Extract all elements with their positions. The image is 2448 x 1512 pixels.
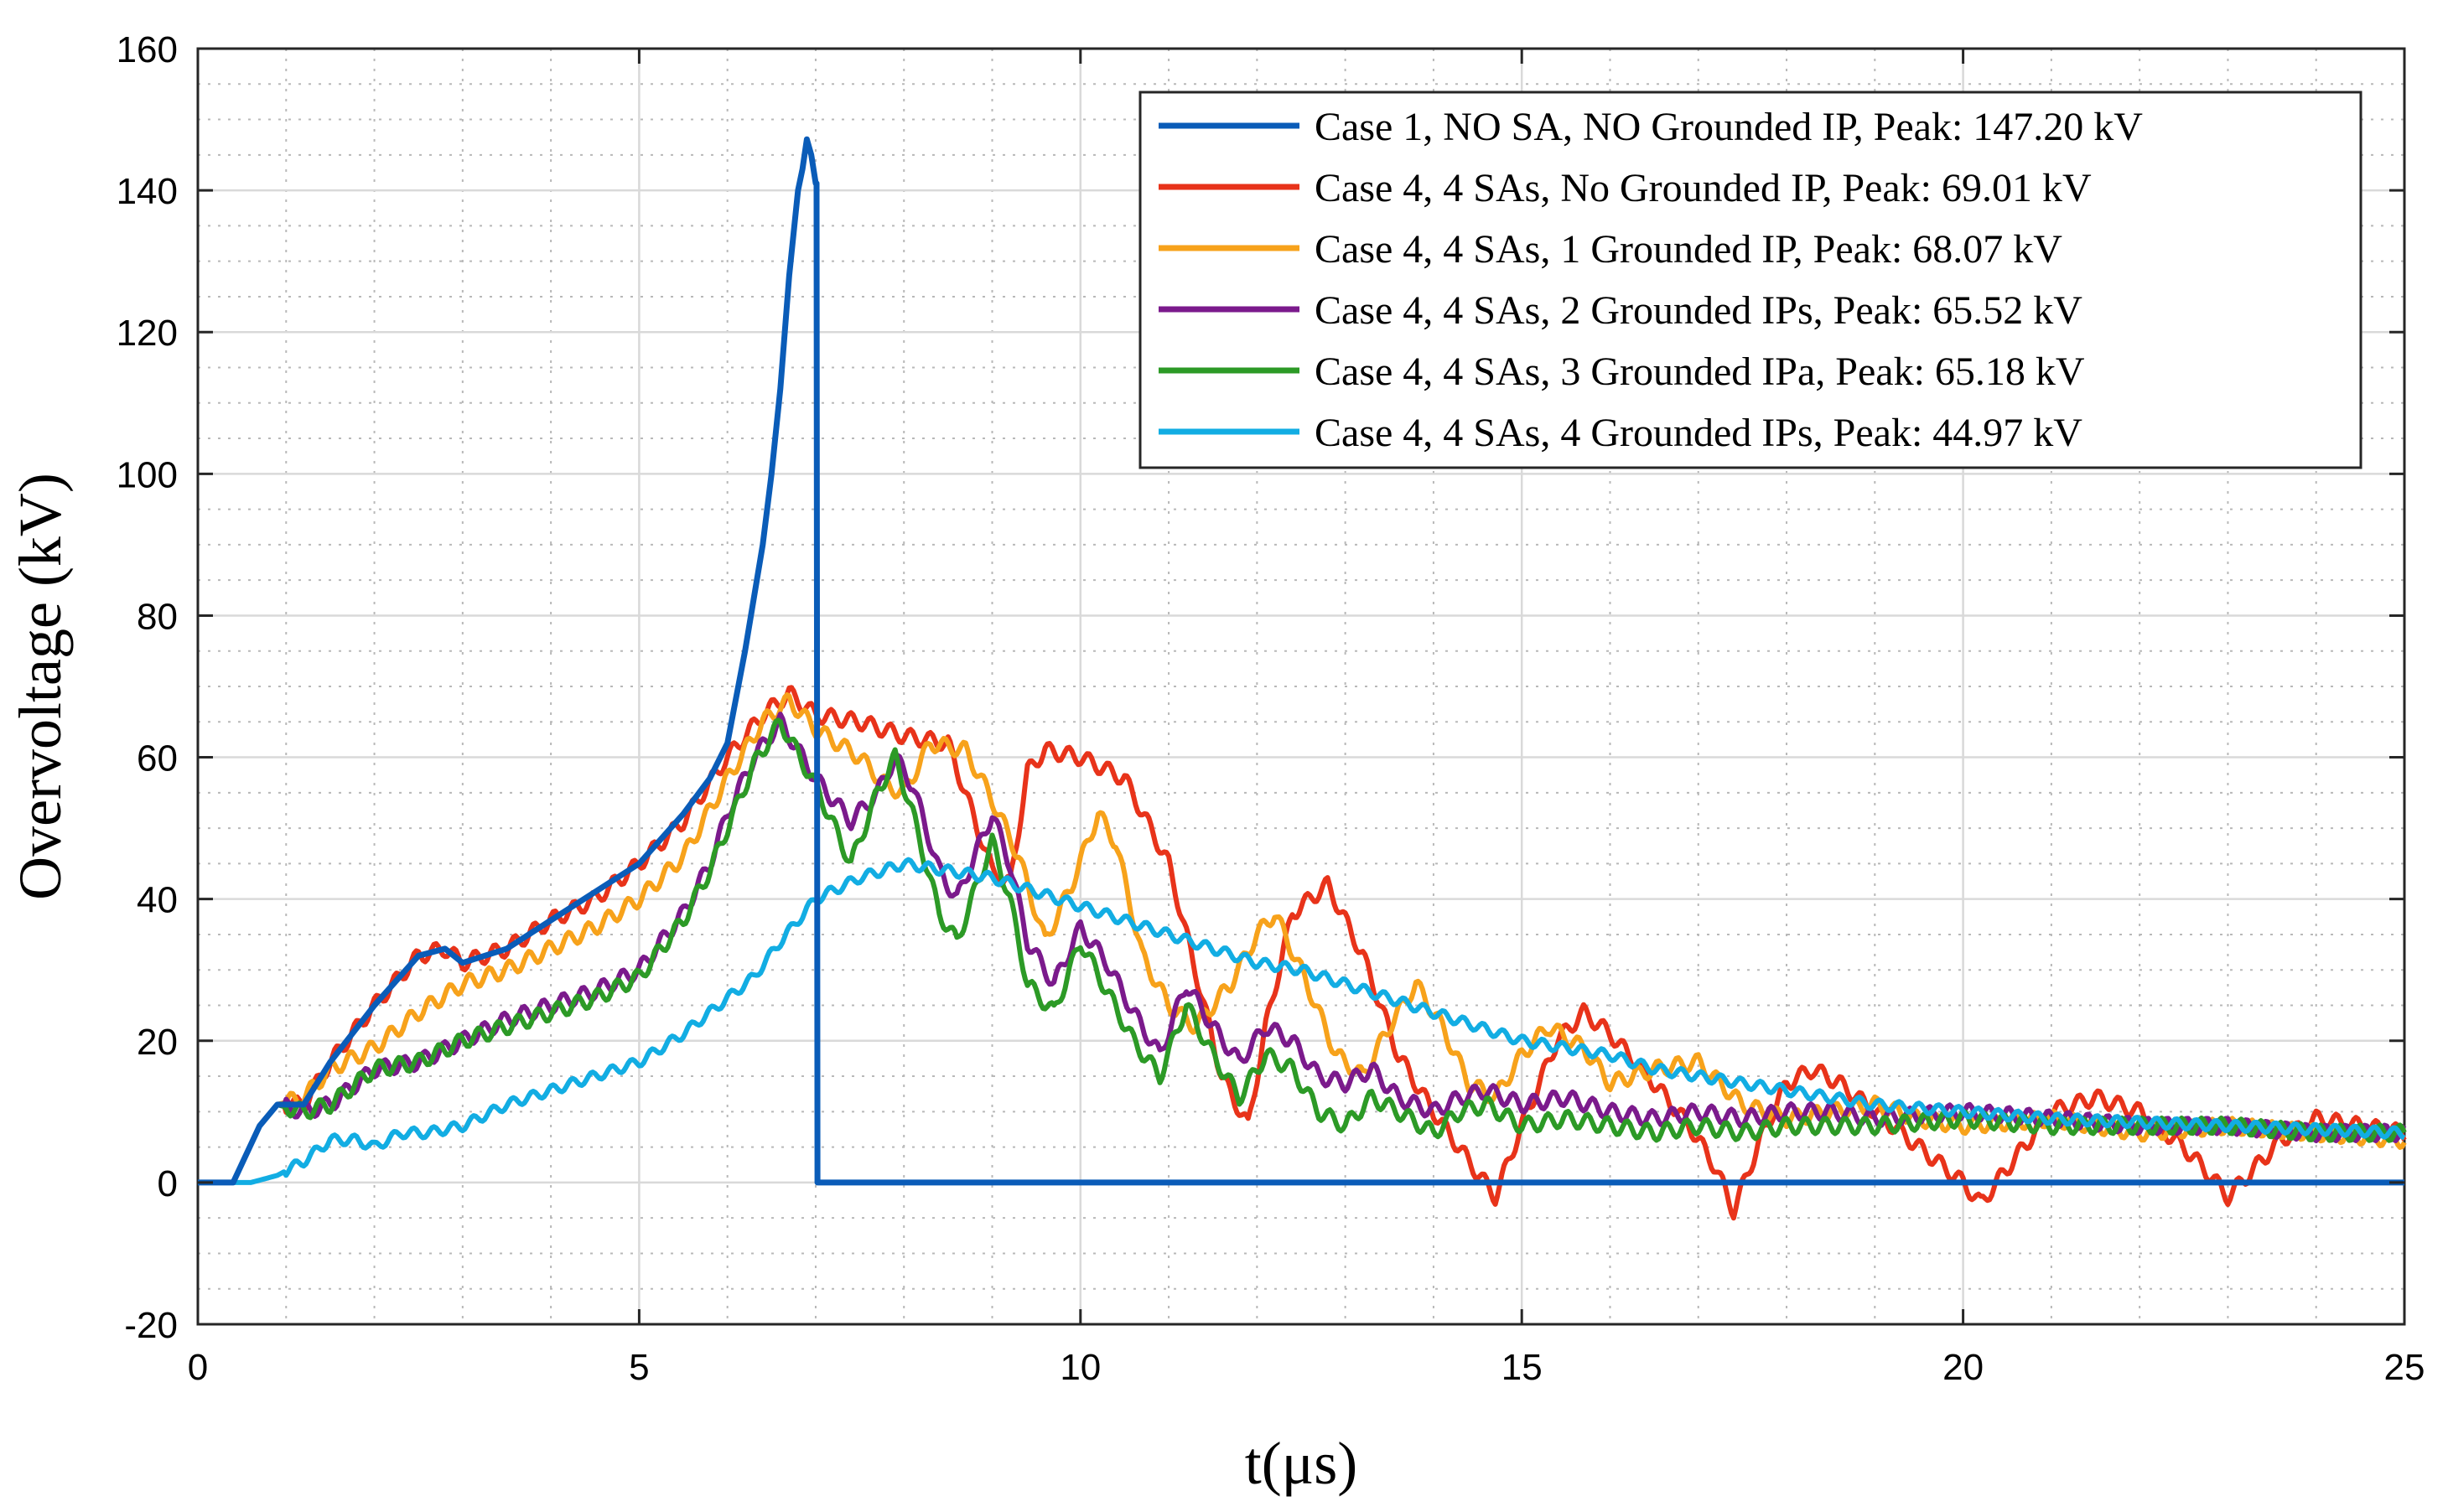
series-line-6: [197, 857, 2406, 1185]
y-tick-label: 60: [137, 738, 178, 779]
y-tick-label: 140: [117, 171, 178, 212]
legend-entry: Case 4, 4 SAs, No Grounded IP, Peak: 69.…: [1315, 166, 2092, 210]
x-tick-label: 10: [1060, 1347, 1101, 1388]
x-tick-label: 5: [629, 1347, 649, 1388]
legend-entry: Case 4, 4 SAs, 2 Grounded IPs, Peak: 65.…: [1315, 288, 2082, 333]
legend: Case 1, NO SA, NO Grounded IP, Peak: 147…: [1138, 91, 2362, 469]
series-layer: [197, 136, 2407, 1221]
axis-ticks: [196, 47, 2406, 1326]
plot-frame: [196, 47, 2406, 1326]
series-line-1: [198, 136, 2404, 1186]
x-tick-label: 0: [188, 1347, 208, 1388]
x-tick-label: 15: [1501, 1347, 1543, 1388]
y-tick-label: 120: [117, 313, 178, 354]
legend-entry: Case 4, 4 SAs, 4 Grounded IPs, Peak: 44.…: [1315, 411, 2082, 455]
legend-entry: Case 4, 4 SAs, 3 Grounded IPa, Peak: 65.…: [1315, 350, 2085, 394]
y-tick-label: 0: [158, 1163, 178, 1204]
y-tick-label: 160: [117, 29, 178, 70]
legend-entry: Case 1, NO SA, NO Grounded IP, Peak: 147…: [1315, 105, 2143, 149]
y-tick-label: 40: [137, 880, 178, 921]
y-tick-label: 80: [137, 596, 178, 637]
y-tick-label: 20: [137, 1022, 178, 1063]
y-tick-label: 100: [117, 454, 178, 495]
legend-box: [1138, 91, 2362, 469]
x-tick-label: 25: [2384, 1347, 2425, 1388]
legend-entry: Case 4, 4 SAs, 1 Grounded IP, Peak: 68.0…: [1315, 227, 2062, 272]
series-line-5: [197, 717, 2407, 1185]
x-tick-label: 20: [1942, 1347, 1984, 1388]
y-tick-label: -20: [124, 1305, 178, 1346]
y-axis-label: Overvoltage (kV): [7, 473, 74, 900]
x-axis-label: t(μs): [1245, 1430, 1358, 1497]
